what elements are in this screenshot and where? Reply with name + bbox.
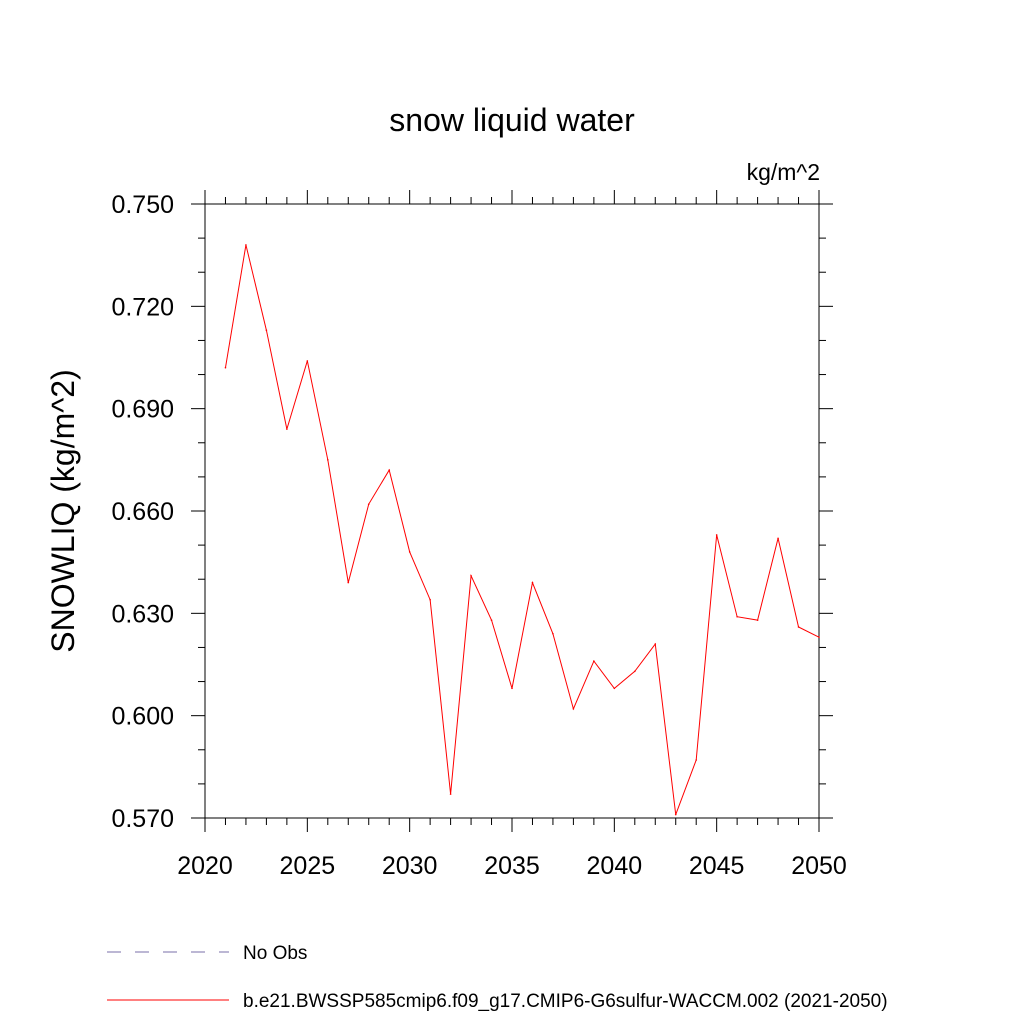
data-point [777,537,779,540]
x-tick-label: 2020 [177,852,233,880]
y-tick-label: 0.660 [111,498,174,526]
data-point [613,687,616,690]
x-tick-label: 2045 [689,852,745,880]
y-tick-label: 0.600 [111,703,174,731]
y-tick-label: 0.570 [111,805,174,833]
data-point [797,626,800,628]
data-point [429,598,431,601]
chart-title: snow liquid water [389,102,635,138]
x-tick-label: 2050 [791,852,847,880]
y-axis-label: SNOWLIQ (kg/m^2) [45,369,81,652]
data-point [224,366,227,369]
data-point [695,759,697,761]
data-point [347,581,350,584]
data-point [408,551,411,553]
axis-ticks [191,190,833,832]
data-point [634,670,636,673]
x-tick-label: 2030 [382,852,438,880]
x-tick-label: 2040 [587,852,643,880]
x-tick-label: 2035 [484,852,540,880]
data-point [490,619,493,621]
y-tick-label: 0.690 [111,396,174,424]
data-point [593,660,595,662]
y-tick-label: 0.630 [111,600,174,628]
data-point [818,636,820,639]
series-group [224,244,820,816]
data-point [245,244,247,246]
legend-label-1: b.e21.BWSSP585cmip6.f09_g17.CMIP6-G6sulf… [243,991,888,1012]
data-point [674,813,677,816]
series-line-0 [224,244,820,815]
y-tick-label: 0.750 [111,191,174,219]
x-tick-label: 2025 [280,852,336,880]
data-point [265,329,268,332]
plot-frame [204,203,820,819]
data-point [470,575,472,577]
data-point [286,428,288,430]
data-point [572,708,575,710]
data-point [388,469,391,471]
data-point [327,459,329,461]
data-point [306,360,309,362]
data-point [654,643,657,645]
tick-labels: 2020 2025 2030 2035 2040 2045 2050 0.570 0.600 0.… [111,191,846,880]
legend: No Obs b.e21.BWSSP585cmip6.f09_g17.CMIP6-… [107,943,888,1012]
data-point [511,687,513,690]
data-point [715,534,718,536]
data-point [531,581,534,584]
units-label: kg/m^2 [747,159,820,185]
data-point [756,619,759,621]
data-point [449,793,452,795]
data-point [736,615,738,618]
y-tick-label: 0.720 [111,293,174,321]
data-point [367,503,370,505]
legend-label-0: No Obs [243,943,307,964]
data-point [552,633,554,635]
